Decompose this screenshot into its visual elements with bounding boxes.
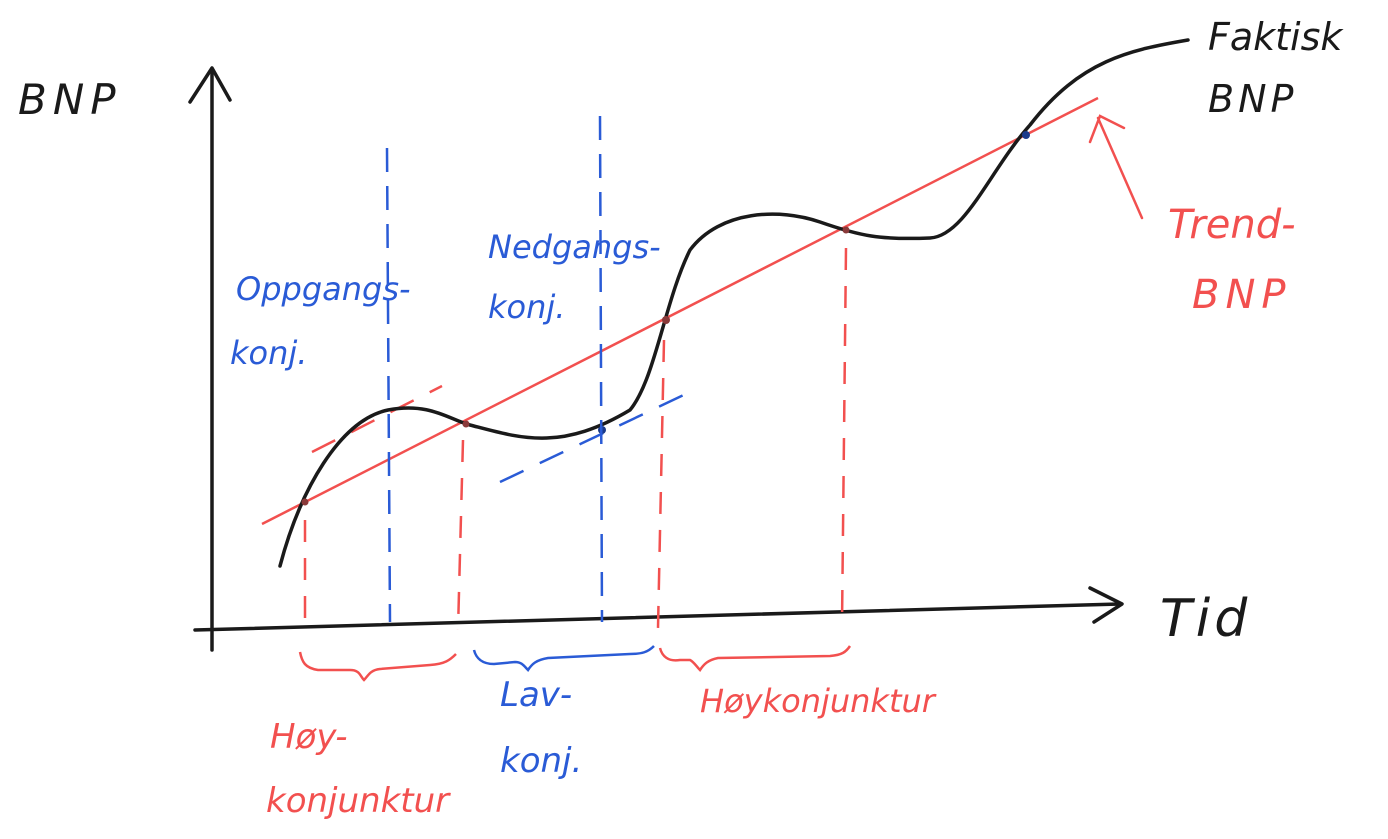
brace-boom-2 [660, 646, 850, 670]
trend-gdp-label-2: BNP [1192, 272, 1291, 318]
actual-gdp-label-1: Faktisk [1208, 15, 1344, 59]
low-label-1: Lav- [500, 675, 572, 715]
guide-red [658, 340, 664, 628]
intersection-point [1022, 131, 1030, 139]
trend-gdp-label-1: Trend- [1168, 202, 1296, 248]
upturn-label-1: Oppgangs- [236, 270, 411, 308]
vertical-guides-blue [387, 116, 602, 622]
boom-1-label-2: konjunktur [266, 781, 451, 821]
intersection-point [302, 499, 309, 506]
guide-blue-upturn [387, 148, 390, 622]
trend-pointer-arrow [1090, 116, 1142, 218]
x-axis-label: Tid [1160, 589, 1251, 649]
low-label-2: konj. [500, 741, 582, 781]
guide-red [842, 248, 846, 624]
y-axis-label: BNP [18, 75, 122, 124]
brace-boom-1 [300, 652, 456, 680]
intersection-point [662, 316, 670, 324]
intersection-point [843, 227, 850, 234]
axes [190, 68, 1122, 650]
y-axis-arrowhead [190, 68, 230, 102]
boom-2-label: Høykonjunktur [700, 682, 937, 720]
downturn-label-2: konj. [488, 288, 565, 326]
guide-blue-downturn [600, 116, 602, 622]
brace-low [474, 646, 654, 670]
downturn-label-1: Nedgangs- [488, 228, 661, 266]
actual-gdp-label-2: BNP [1208, 77, 1297, 121]
actual-gdp-curve [280, 40, 1188, 566]
guide-red [458, 440, 463, 630]
upturn-label-2: konj. [230, 334, 307, 372]
boom-1-label-1: Høy- [270, 717, 348, 757]
intersection-point [463, 421, 470, 428]
